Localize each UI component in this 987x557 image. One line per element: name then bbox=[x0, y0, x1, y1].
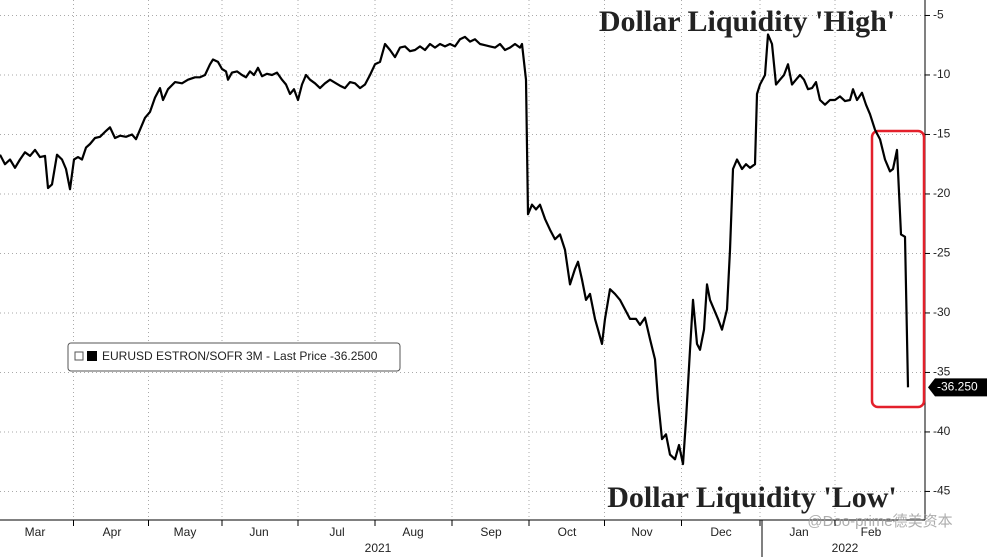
y-tick-label: -40 bbox=[933, 424, 951, 438]
x-tick-label: Nov bbox=[631, 525, 652, 539]
highlight-box bbox=[870, 129, 926, 409]
x-tick-label: Jun bbox=[249, 525, 268, 539]
annotation-low: Dollar Liquidity 'Low' bbox=[607, 481, 897, 514]
legend-label: EURUSD ESTRON/SOFR 3M - Last Price -36.2… bbox=[102, 349, 378, 363]
legend-swatch bbox=[87, 351, 97, 361]
y-tick-label: -30 bbox=[933, 305, 951, 319]
y-tick-label: -35 bbox=[933, 365, 951, 379]
year-label: 2021 bbox=[365, 541, 392, 555]
y-tick-label: -15 bbox=[933, 127, 951, 141]
annotation-high: Dollar Liquidity 'High' bbox=[599, 5, 895, 38]
plot bbox=[0, 33, 910, 466]
y-tick-label: -45 bbox=[933, 484, 951, 498]
x-tick-label: Jul bbox=[329, 525, 344, 539]
y-tick-label: -5 bbox=[933, 8, 944, 22]
y-tick-label: -20 bbox=[933, 186, 951, 200]
last-price-box bbox=[928, 378, 987, 397]
x-tick-label: Feb bbox=[861, 525, 882, 539]
x-tick-label: Mar bbox=[25, 525, 46, 539]
x-tick-label: Apr bbox=[103, 525, 122, 539]
y-tick-label: -10 bbox=[933, 67, 951, 81]
x-tick-label: Oct bbox=[558, 525, 577, 539]
x-tick-label: Aug bbox=[402, 525, 423, 539]
grid bbox=[0, 0, 925, 520]
x-tick-label: May bbox=[174, 525, 197, 539]
x-tick-label: Jan bbox=[789, 525, 808, 539]
x-tick-label: Dec bbox=[710, 525, 731, 539]
line-series bbox=[0, 33, 910, 466]
legend-toggle bbox=[74, 351, 84, 361]
x-tick-label: Sep bbox=[480, 525, 502, 539]
y-tick-label: -25 bbox=[933, 246, 951, 260]
watermark: @Doo-prime德美资本 bbox=[807, 512, 952, 530]
last-price-label: -36.250 bbox=[937, 379, 978, 393]
year-label: 2022 bbox=[832, 541, 859, 555]
legend bbox=[67, 342, 401, 372]
